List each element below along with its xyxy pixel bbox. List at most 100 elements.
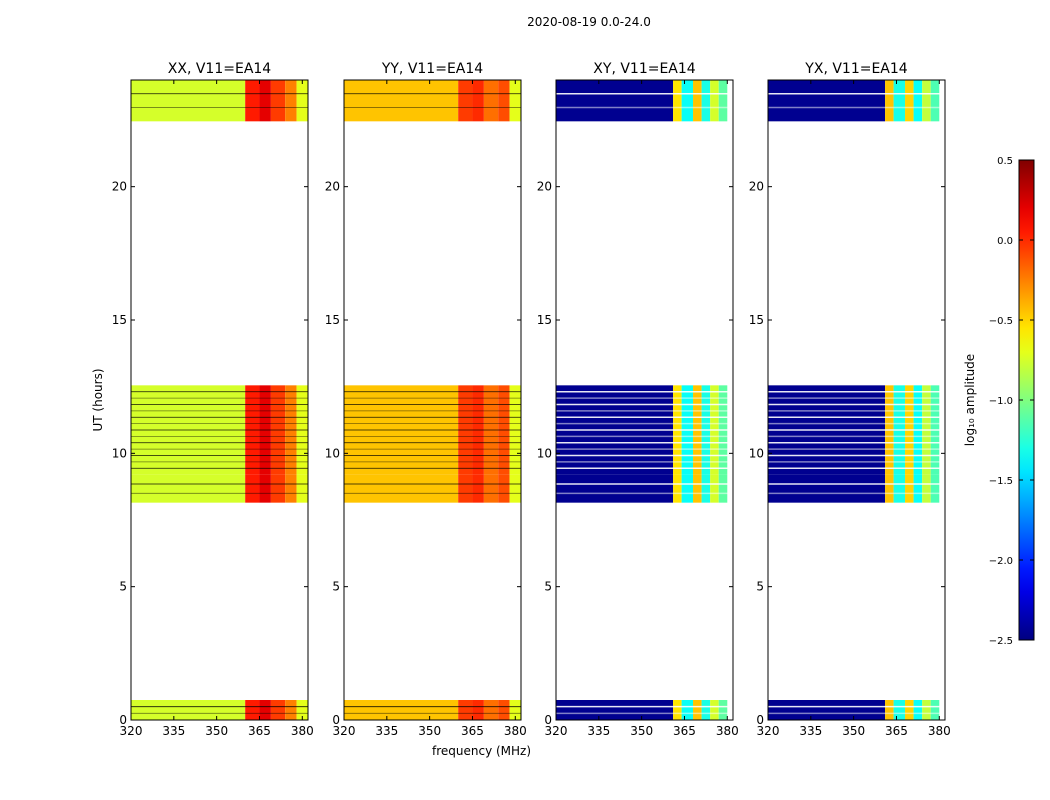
heatmap-cell	[483, 474, 499, 503]
heatmap-cell	[344, 700, 459, 720]
colorbar-tick-label: 0.5	[997, 156, 1013, 167]
panel-yx: YX, V11=EA14 320 335 350 365 380 0 5 10 15 20	[749, 61, 951, 738]
x-tick-label: 335	[587, 724, 610, 738]
heatmap-cell	[458, 474, 473, 503]
y-tick-label: 15	[537, 313, 552, 327]
y-tick-label: 20	[537, 180, 552, 194]
x-tick-label: 335	[799, 724, 822, 738]
colorbar-tick-label: −1.5	[989, 476, 1013, 487]
heatmap-cell	[693, 80, 702, 122]
panel-title: YY, V11=EA14	[381, 61, 483, 77]
x-tick-label: 380	[928, 724, 951, 738]
x-tick-label: 350	[842, 724, 865, 738]
heatmap-cell	[913, 80, 923, 122]
figure-suptitle: 2020-08-19 0.0-24.0	[527, 15, 651, 29]
heatmap-cell	[498, 474, 510, 503]
y-tick-label: 5	[119, 580, 127, 594]
heatmap-cell	[768, 80, 886, 122]
heatmap-cell	[885, 700, 894, 720]
heatmap-cell	[718, 80, 728, 122]
y-tick-label: 10	[537, 446, 552, 460]
heatmap-cell	[245, 80, 260, 122]
heatmap-cell	[296, 474, 308, 503]
y-tick-label: 10	[749, 446, 764, 460]
x-tick-label: 320	[120, 724, 143, 738]
heatmap-cell	[693, 700, 702, 720]
heatmap-cell	[472, 80, 484, 122]
x-tick-label: 380	[291, 724, 314, 738]
heatmap-cell	[498, 700, 510, 720]
y-tick-label: 5	[756, 580, 764, 594]
heatmap-cell	[259, 80, 271, 122]
heatmap-cell	[768, 474, 886, 503]
heatmap-cell	[885, 474, 894, 503]
panel-frame	[130, 79, 309, 721]
heatmap-cell	[701, 474, 711, 503]
heatmap-cell	[693, 474, 702, 503]
panel-xx: XX, V11=EA14 320 335 350 365 380 0 5 10 15 20	[112, 61, 314, 738]
heatmap-cell	[681, 80, 694, 122]
colorbar-tick-label: −1.0	[989, 396, 1013, 407]
x-tick-label: 350	[630, 724, 653, 738]
heatmap-cell	[913, 474, 923, 503]
heatmap-cell	[681, 700, 694, 720]
heatmap-cell	[710, 80, 719, 122]
heatmap-cell	[472, 700, 484, 720]
heatmap-cell	[131, 700, 246, 720]
x-tick-label: 365	[248, 724, 271, 738]
heatmap-cell	[245, 700, 260, 720]
heatmap-cell	[498, 80, 510, 122]
heatmap-cell	[673, 474, 682, 503]
heatmap-cell	[296, 700, 308, 720]
y-tick-label: 0	[119, 713, 127, 727]
panel-title: YX, V11=EA14	[804, 61, 907, 77]
y-axis-label: UT (hours)	[91, 368, 105, 431]
x-tick-label: 380	[504, 724, 527, 738]
heatmap-cell	[673, 80, 682, 122]
heatmap-cell	[344, 474, 459, 503]
x-axis-label: frequency (MHz)	[432, 744, 531, 758]
panel-frame	[555, 79, 734, 721]
y-tick-label: 0	[332, 713, 340, 727]
heatmap-cell	[509, 700, 521, 720]
y-tick-label: 20	[325, 180, 340, 194]
x-tick-label: 380	[716, 724, 739, 738]
heatmap-cell	[893, 80, 906, 122]
heatmap-cell	[285, 80, 297, 122]
x-tick-label: 320	[333, 724, 356, 738]
heatmap-cell	[718, 700, 728, 720]
panel-title: XY, V11=EA14	[593, 61, 695, 77]
x-tick-label: 320	[545, 724, 568, 738]
panel-xy: XY, V11=EA14 320 335 350 365 380 0 5 10 15 20	[537, 61, 739, 738]
colorbar-tick-label: −0.5	[989, 316, 1013, 327]
x-tick-label: 365	[885, 724, 908, 738]
colorbar-tick-label: −2.0	[989, 556, 1013, 567]
heatmap-cell	[922, 474, 931, 503]
x-tick-label: 335	[375, 724, 398, 738]
x-tick-label: 365	[461, 724, 484, 738]
heatmap-cell	[245, 474, 260, 503]
heatmap-cell	[131, 80, 246, 122]
y-tick-label: 15	[325, 313, 340, 327]
panel-frame	[343, 79, 522, 721]
heatmap-cell	[483, 80, 499, 122]
heatmap-cell	[259, 474, 271, 503]
heatmap-cell	[458, 80, 473, 122]
heatmap-cell	[556, 700, 674, 720]
heatmap-cell	[556, 474, 674, 503]
heatmap-cell	[509, 80, 521, 122]
heatmap-cell	[270, 700, 286, 720]
heatmap-cell	[296, 80, 308, 122]
x-tick-label: 365	[673, 724, 696, 738]
colorbar-tick-label: −2.5	[989, 636, 1013, 647]
heatmap-cell	[710, 474, 719, 503]
heatmap-cell	[344, 80, 459, 122]
colorbar-label: log₁₀ amplitude	[963, 354, 977, 446]
heatmap-cell	[701, 700, 711, 720]
panel-yy: YY, V11=EA14 320 335 350 365 380 0 5 10 15 20	[325, 61, 527, 738]
heatmap-cell	[556, 80, 674, 122]
heatmap-cell	[885, 80, 894, 122]
heatmap-cell	[270, 80, 286, 122]
colorbar: −2.5 −2.0 −1.5 −1.0 −0.5 0.0 0.5	[989, 156, 1035, 647]
heatmap-cell	[483, 700, 499, 720]
